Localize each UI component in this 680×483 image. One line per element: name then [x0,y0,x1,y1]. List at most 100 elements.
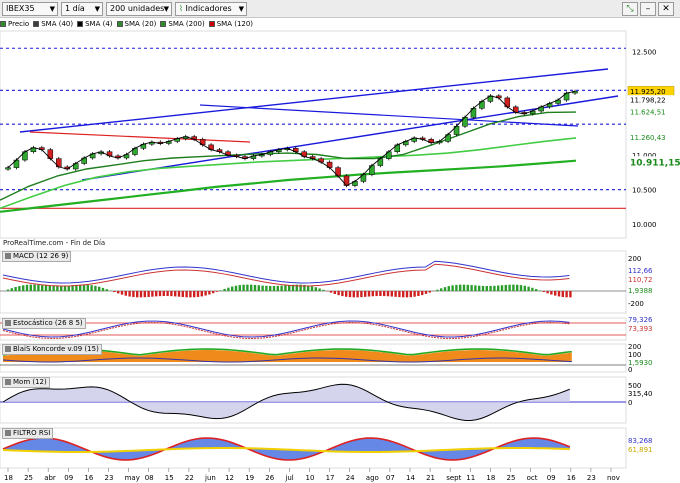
legend-label: SMA (20) [124,20,157,28]
macd-histogram-bar [151,291,154,297]
price-label: 11.925,20 [630,88,666,96]
macd-histogram-bar [413,291,416,297]
macd-histogram-bar [375,291,378,297]
macd-histogram-bar [234,285,238,291]
macd-histogram-bar [10,288,13,291]
indicators-button[interactable]: ⌇ Indicadores ▼ [175,2,247,16]
x-tick-label: 23 [587,474,596,482]
inner-channel-line [199,104,579,127]
macd-histogram-bar [231,286,234,291]
price-tick-label: 12.500 [632,49,657,57]
macd-histogram-bar [223,288,226,291]
macd-histogram-bar [44,285,48,291]
x-tick-label: 19 [245,474,254,482]
panel-tag-icon [5,379,11,385]
macd-histogram-bar [86,284,89,291]
macd-histogram-bar [527,286,530,291]
macd-histogram-bar [455,284,458,291]
macd-histogram-bar [379,291,382,297]
momentum-area [3,384,570,421]
macd-histogram-bar [196,291,200,297]
x-tick-label: 26 [265,474,274,482]
symbol-select[interactable]: IBEX35 ▼ [2,2,58,16]
macd-histogram-bar [41,285,44,291]
macd-histogram-bar [462,284,466,291]
macd-histogram-bar [523,285,526,291]
koncorde-axis-label: 200 [628,343,641,351]
price-label-box [628,156,674,168]
momentum-panel-title: Mom (12) [2,377,50,388]
macd-histogram-bar [158,291,162,297]
price-candle [5,167,11,170]
x-tick-label: 07 [386,474,395,482]
x-tick-label: ago [366,474,379,482]
macd-histogram-bar [474,285,477,291]
period-label: 1 día [65,4,85,13]
price-label: 11.798,22 [630,97,666,105]
sma-line [0,137,577,210]
macd-panel-title: MACD (12 26 9) [2,251,72,262]
x-tick-label: 09 [64,474,73,482]
units-select[interactable]: 200 unidades ▼ [106,2,172,16]
macd-histogram-bar [63,285,67,291]
legend-item: SMA (120) [208,20,253,28]
macd-histogram-bar [565,291,568,298]
stochastic-axis-label: 79,326 [628,316,653,324]
macd-signal-line [2,263,570,287]
price-label-box [628,95,674,105]
macd-histogram-bar [550,291,553,295]
macd-histogram-bar [322,289,325,291]
macd-histogram-bar [170,291,173,297]
macd-histogram-bar [238,285,241,291]
symbol-label: IBEX35 [6,4,35,13]
macd-histogram-bar [132,291,135,298]
macd-histogram-bar [337,291,340,296]
macd-histogram-bar [257,285,260,291]
chevron-down-icon: ▼ [163,5,169,13]
macd-histogram-bar [466,284,469,291]
macd-histogram-bar [79,284,82,291]
rsi-filter-panel-title: FILTRO RSI [2,428,54,439]
macd-histogram-bar [105,289,108,291]
macd-histogram-bar [440,288,443,291]
legend-item: SMA (40) [33,20,73,28]
macd-histogram-bar [299,284,302,291]
chevron-down-icon: ▼ [49,5,55,13]
macd-histogram-bar [280,285,283,291]
rsi-filter-area [3,438,570,460]
macd-histogram-bar [25,284,29,291]
macd-histogram-bar [181,291,184,298]
macd-histogram-bar [516,284,519,291]
legend-swatch [0,21,6,27]
macd-histogram-bar [37,284,40,291]
price-tick-label: 11.000 [632,152,657,160]
minimize-icon[interactable]: – [640,2,656,16]
panel-frame [0,317,627,341]
macd-histogram-bar [60,285,63,291]
macd-histogram-bar [470,285,473,291]
macd-histogram-bar [307,285,310,291]
macd-histogram-bar [18,286,21,291]
macd-histogram-bar [82,284,86,291]
macd-histogram-bar [390,291,393,297]
price-label-box [628,107,674,117]
red-trendline [29,131,251,143]
macd-histogram-bar [443,287,447,291]
x-tick-label: 08 [145,474,154,482]
macd-histogram-bar [493,285,496,291]
macd-histogram-bar [436,289,439,291]
chart-style-icon[interactable]: ⤡ [622,2,638,16]
momentum-axis-label: 0 [628,399,632,407]
rsi-yellow-line [2,447,570,453]
koncorde-panel-title: BlaiS Koncorde v.09 (15) [2,344,102,355]
macd-histogram-bar [485,285,488,291]
macd-histogram-bar [481,285,485,291]
macd-histogram-bar [535,289,538,291]
price-tick-label: 10.500 [632,187,657,195]
close-icon[interactable]: ✕ [658,2,674,16]
macd-histogram-bar [101,287,105,291]
x-tick-label: 22 [185,474,194,482]
x-tick-label: jun [204,474,216,482]
period-select[interactable]: 1 día ▼ [61,2,103,16]
macd-histogram-bar [333,291,336,295]
